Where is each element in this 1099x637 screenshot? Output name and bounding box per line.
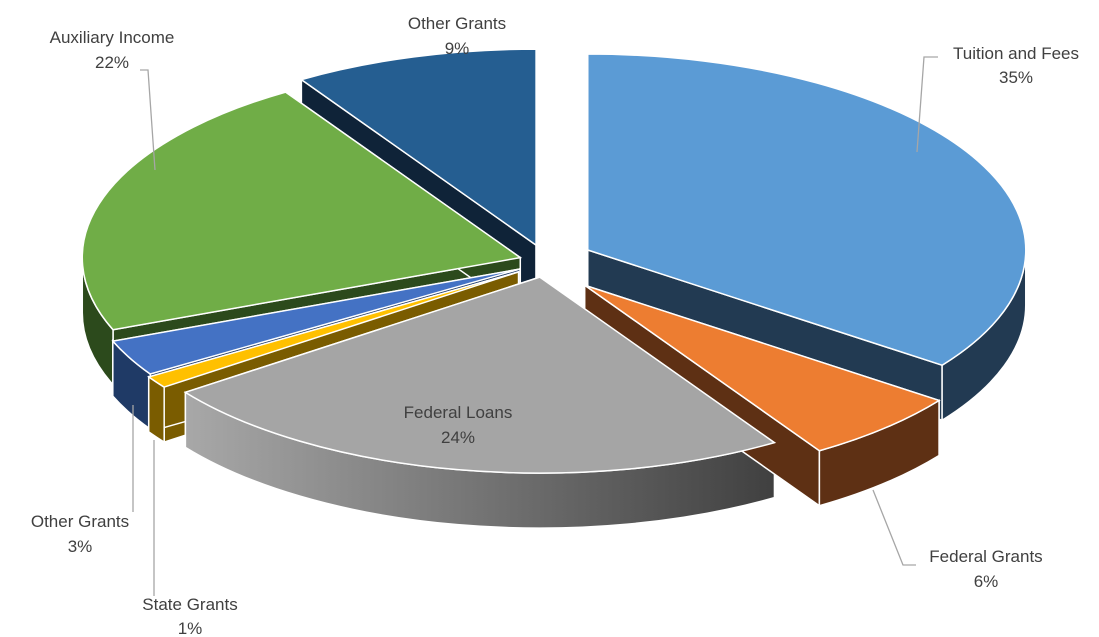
label-federal-loans-pct: 24% [441, 428, 475, 447]
label-other-grants-large-name: Other Grants [408, 14, 506, 33]
label-other-grants-large-pct: 9% [445, 39, 470, 58]
label-tuition-name: Tuition and Fees [953, 44, 1079, 63]
slice-tops [81, 48, 1027, 474]
label-state-grants-pct: 1% [178, 619, 203, 637]
label-auxiliary-pct: 22% [95, 53, 129, 72]
label-other-grants-small-pct: 3% [68, 537, 93, 556]
label-auxiliary-name: Auxiliary Income [50, 28, 175, 47]
label-other-grants-small-name: Other Grants [31, 512, 129, 531]
label-federal-grants-name: Federal Grants [929, 547, 1042, 566]
slice-top-other-grants-large [299, 48, 537, 247]
label-federal-loans-name: Federal Loans [404, 403, 513, 422]
slice-top-auxiliary [81, 91, 523, 331]
slice-top-federal-grants [584, 284, 941, 452]
slice-outer-wall-state-grants [147, 375, 165, 444]
slice-top-other-grants-small [111, 268, 521, 375]
leader-line-tuition [916, 56, 938, 153]
slice-top-state-grants [147, 271, 519, 388]
leader-line-auxiliary [140, 69, 156, 171]
leader-line-federal-grants [872, 489, 916, 566]
slice-top-tuition [587, 53, 1027, 367]
label-tuition-pct: 35% [999, 68, 1033, 87]
label-federal-grants-pct: 6% [974, 572, 999, 591]
slice-labels: Tuition and Fees 35% Federal Grants 6% F… [31, 14, 1079, 637]
leader-lines [132, 56, 938, 596]
label-state-grants-name: State Grants [142, 595, 237, 614]
slice-top-federal-loans [183, 276, 777, 474]
